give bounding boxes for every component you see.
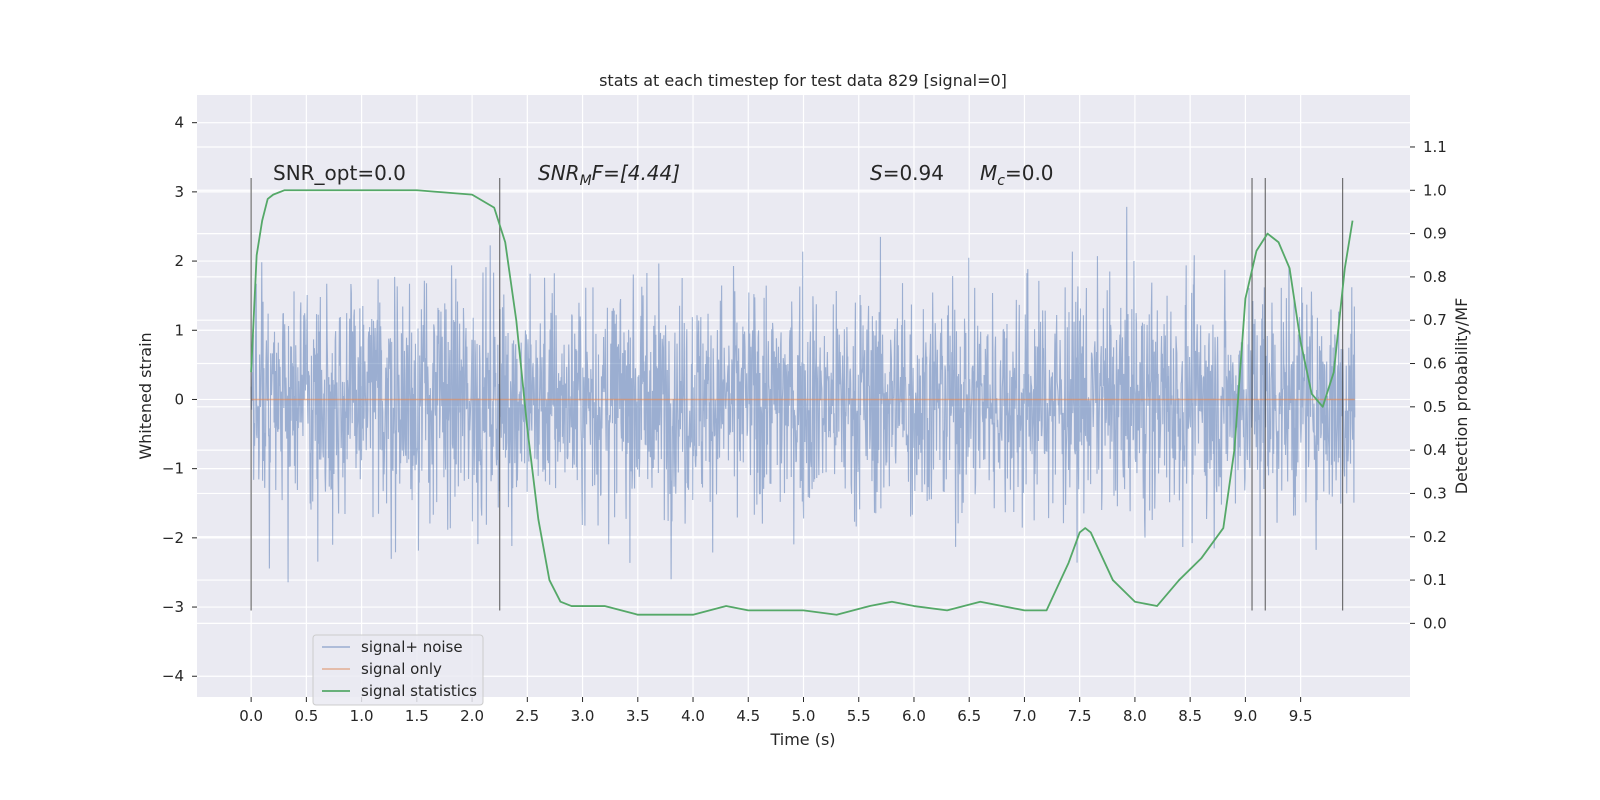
y2-axis-label: Detection probability/MF [1452, 298, 1471, 495]
legend-box [312, 634, 484, 706]
y2-tick-label: 0.2 [1423, 528, 1447, 546]
x-tick-label: 6.5 [957, 707, 981, 725]
statistics-trace [250, 189, 1354, 616]
noise-trace [250, 206, 1356, 583]
y2-tick-label: 0.0 [1423, 614, 1447, 632]
annotations: SNR_opt=0.0 SNRMF=[4.44] S=0.94 Mc=0.0 [273, 161, 1054, 189]
annotation-s: S=0.94 [870, 161, 944, 185]
legend-label-noise: signal+ noise [361, 638, 463, 656]
y-tick-label: 0 [174, 390, 184, 408]
annotation-mc: Mc=0.0 [980, 161, 1054, 189]
y-tick-label: 2 [174, 252, 184, 270]
y-tick-label: 1 [174, 321, 184, 339]
signal-statistics-series [250, 189, 1354, 616]
marker-lines [250, 178, 1344, 611]
y-axis-ticks: −4 −3 −2 −1 0 1 2 3 4 [162, 114, 197, 685]
x-tick-label: 3.0 [571, 707, 595, 725]
y-tick-label: 4 [174, 114, 184, 132]
y2-tick-label: 0.6 [1423, 355, 1447, 373]
x-axis-ticks: 0.0 0.5 1.0 1.5 2.0 2.5 3.0 3.5 4.0 4.5 5.0 5.5 6.0 6… [239, 697, 1313, 725]
x-tick-label: 4.0 [681, 707, 705, 725]
legend: signal+ noise signal only signal statist… [312, 634, 484, 706]
x-tick-label: 9.5 [1289, 707, 1313, 725]
y-tick-label: 3 [174, 183, 184, 201]
x-tick-label: 7.0 [1013, 707, 1037, 725]
y2-tick-label: 0.1 [1423, 571, 1447, 589]
y2-axis-ticks: 0.0 0.1 0.2 0.3 0.4 0.5 0.6 0.7 0.8 0.9 1.0 1.1 [1410, 138, 1447, 632]
x-tick-label: 4.5 [736, 707, 760, 725]
y2-tick-label: 0.4 [1423, 441, 1447, 459]
annotation-snr-mf: SNRMF=[4.44] [538, 161, 680, 189]
x-tick-label: 2.0 [460, 707, 484, 725]
x-tick-label: 2.5 [515, 707, 539, 725]
x-tick-label: 0.5 [294, 707, 318, 725]
y2-tick-label: 0.7 [1423, 311, 1447, 329]
x-tick-label: 5.5 [847, 707, 871, 725]
x-tick-label: 9.0 [1233, 707, 1257, 725]
y-tick-label: −2 [162, 529, 184, 547]
x-tick-label: 0.0 [239, 707, 263, 725]
y-tick-label: −4 [162, 667, 184, 685]
y-axis-label: Whitened strain [136, 332, 155, 459]
y2-tick-label: 0.9 [1423, 225, 1447, 243]
y-tick-label: −1 [162, 460, 184, 478]
x-tick-label: 8.0 [1123, 707, 1147, 725]
y2-tick-label: 0.3 [1423, 484, 1447, 502]
legend-label-signal: signal only [361, 660, 442, 678]
x-tick-label: 8.5 [1178, 707, 1202, 725]
x-axis-label: Time (s) [769, 730, 835, 749]
y2-tick-label: 1.1 [1423, 138, 1447, 156]
chart-title: stats at each timestep for test data 829… [599, 71, 1007, 90]
y2-tick-label: 1.0 [1423, 181, 1447, 199]
legend-label-stats: signal statistics [361, 682, 477, 700]
x-tick-label: 1.5 [405, 707, 429, 725]
x-tick-label: 7.5 [1068, 707, 1092, 725]
signal-noise-series [250, 206, 1356, 583]
x-tick-label: 3.5 [626, 707, 650, 725]
x-tick-label: 5.0 [792, 707, 816, 725]
annotation-snr-opt: SNR_opt=0.0 [273, 161, 406, 185]
x-tick-label: 6.0 [902, 707, 926, 725]
y2-tick-label: 0.8 [1423, 268, 1447, 286]
x-tick-label: 1.0 [350, 707, 374, 725]
y-tick-label: −3 [162, 598, 184, 616]
y2-tick-label: 0.5 [1423, 398, 1447, 416]
